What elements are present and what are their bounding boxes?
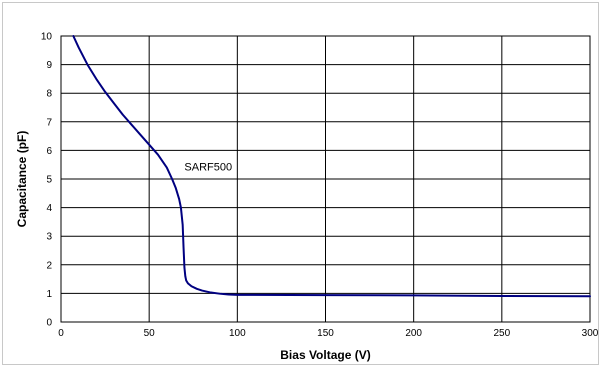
y-axis-title: Capacitance (pF) xyxy=(15,131,29,228)
y-tick-label: 2 xyxy=(46,260,52,271)
x-tick-label: 50 xyxy=(144,328,156,339)
y-tick-label: 3 xyxy=(46,232,52,243)
x-tick-label: 0 xyxy=(58,328,64,339)
y-tick-labels: 0 1 2 3 4 5 6 7 8 9 10 xyxy=(41,32,53,329)
series-line xyxy=(72,35,591,298)
y-tick-label: 10 xyxy=(41,32,53,43)
x-tick-label: 200 xyxy=(405,328,422,339)
x-tick-label: 250 xyxy=(493,328,510,339)
x-tick-label: 300 xyxy=(582,328,599,339)
y-tick-label: 5 xyxy=(46,175,52,186)
series-annotation: SARF500 xyxy=(184,161,232,173)
x-tick-labels: 0 50 100 150 200 250 300 xyxy=(58,328,599,339)
x-tick-label: 100 xyxy=(229,328,246,339)
y-tick-label: 8 xyxy=(46,89,52,100)
y-tick-label: 7 xyxy=(46,117,52,128)
y-tick-label: 9 xyxy=(46,60,52,71)
x-axis-title: Bias Voltage (V) xyxy=(280,348,370,362)
x-tick-label: 150 xyxy=(317,328,334,339)
y-tick-label: 6 xyxy=(46,146,52,157)
y-tick-label: 1 xyxy=(46,289,52,300)
y-tick-label: 4 xyxy=(46,203,52,214)
y-tick-label: 0 xyxy=(46,318,52,329)
annotations: SARF500 xyxy=(184,161,232,173)
gridlines xyxy=(61,36,590,322)
